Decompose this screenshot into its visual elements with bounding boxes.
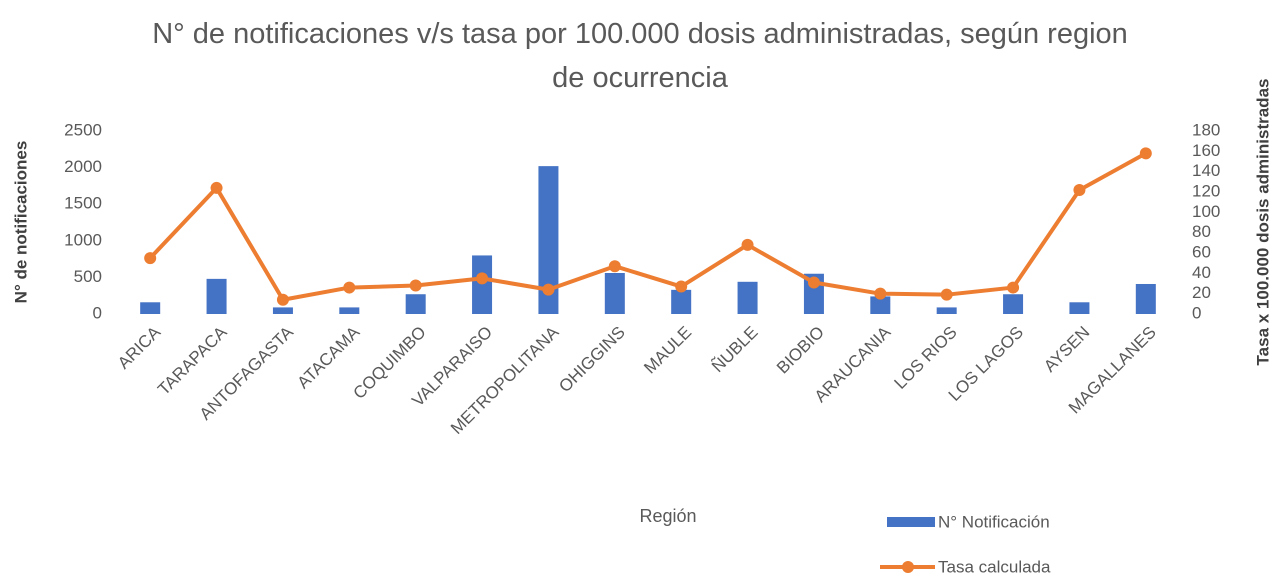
x-tick-label: BIOBIO: [773, 323, 828, 378]
y-tick-label: 500: [74, 267, 102, 286]
line-marker: [144, 252, 157, 265]
legend-swatch: [887, 517, 935, 527]
chart-title: N° de notificaciones v/s tasa por 100.00…: [152, 18, 1128, 94]
y2-tick-label: 60: [1192, 242, 1211, 261]
x-axis-title: Región: [639, 506, 696, 526]
y2-tick-label: 0: [1192, 303, 1201, 322]
bar: [206, 278, 227, 314]
bar: [538, 166, 559, 314]
y2-tick-label: 20: [1192, 283, 1211, 302]
line-marker: [741, 238, 754, 251]
bar: [870, 296, 891, 314]
x-tick-label: LOS RIOS: [890, 323, 960, 393]
x-tick-label: ARICA: [114, 322, 165, 373]
y-tick-label: 2000: [64, 157, 102, 176]
line: [148, 151, 1147, 302]
x-tick-label: OHIGGINS: [555, 323, 629, 397]
x-tick-label: MAULE: [640, 323, 695, 378]
bar: [339, 307, 360, 314]
line-marker: [807, 276, 820, 289]
bar: [671, 289, 692, 314]
bar: [737, 281, 758, 314]
y-tick-label: 1500: [64, 194, 102, 213]
y2-tick-label: 160: [1192, 141, 1220, 160]
line-marker: [343, 281, 356, 294]
y-tick-label: 1000: [64, 230, 102, 249]
bar: [272, 307, 293, 314]
y2-axis-title: Tasa x 100.000 dosis administradas: [1253, 79, 1272, 366]
bar: [472, 255, 493, 314]
legend-label: N° Notificación: [938, 512, 1050, 531]
x-tick-label: ÑUBLE: [708, 323, 762, 377]
line-marker: [608, 260, 621, 273]
y-tick-label: 2500: [64, 120, 102, 139]
y-axis-title: N° de notificaciones: [11, 141, 30, 304]
line-marker: [874, 287, 887, 300]
line-marker: [1139, 147, 1152, 160]
y-tick-label: 0: [93, 303, 102, 322]
line-marker: [940, 288, 953, 301]
line-marker: [409, 279, 422, 292]
bar: [604, 273, 625, 314]
y2-tick-label: 40: [1192, 263, 1211, 282]
y2-tick-label: 140: [1192, 161, 1220, 180]
line-marker: [542, 283, 555, 296]
line-marker: [276, 293, 289, 306]
bar: [1135, 283, 1156, 314]
line-marker: [210, 181, 223, 194]
x-tick-label: ATACAMA: [294, 322, 364, 392]
bar: [1003, 294, 1024, 314]
x-tick-label: AYSEN: [1040, 323, 1093, 376]
y2-tick-label: 180: [1192, 120, 1220, 139]
legend-label: Tasa calculada: [938, 557, 1051, 576]
bar: [140, 302, 161, 314]
bar: [405, 294, 426, 314]
line-marker: [675, 280, 688, 293]
y2-tick-label: 80: [1192, 222, 1211, 241]
bar: [936, 307, 957, 314]
line-marker: [476, 272, 489, 285]
bar: [1069, 302, 1090, 314]
y2-tick-label: 100: [1192, 202, 1220, 221]
line-marker: [1073, 183, 1086, 196]
line-marker: [1007, 281, 1020, 294]
y2-tick-label: 120: [1192, 181, 1220, 200]
legend-swatch: [902, 561, 914, 573]
